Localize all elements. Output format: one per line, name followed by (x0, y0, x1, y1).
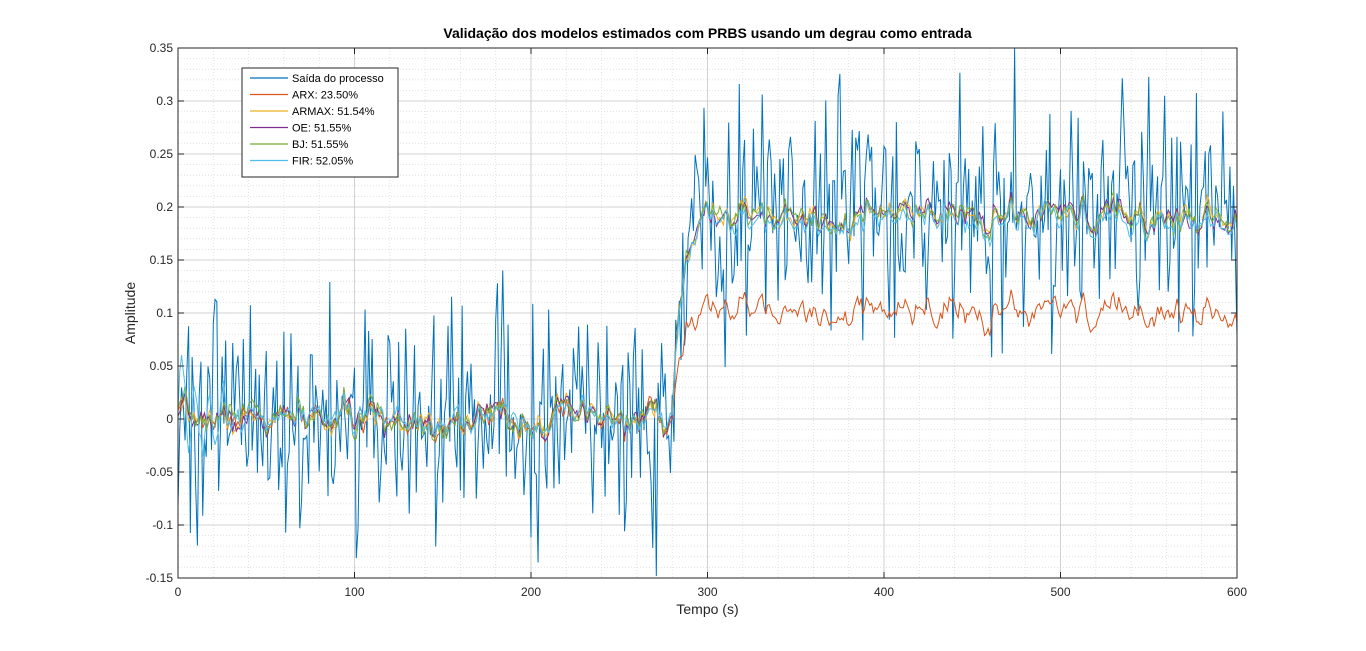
y-tick-label: 0.2 (156, 200, 173, 214)
x-tick-label: 400 (874, 585, 894, 599)
ticks: 0 100 200 300 400 500 600 -0.15 -0.1 -0.05 0 0.05 0.… (146, 41, 1248, 599)
series-layer (177, 47, 1238, 577)
y-tick-label: 0.25 (150, 147, 174, 161)
legend-box (241, 67, 399, 178)
x-tick-label: 0 (175, 585, 182, 599)
y-tick-label: 0.15 (150, 253, 174, 267)
legend: Saída do processo ARX: 23.50% ARMAX: 51.54… (241, 67, 399, 178)
y-tick-label: -0.15 (146, 571, 174, 585)
legend-entry: ARMAX: 51.54% (292, 106, 375, 118)
x-tick-label: 300 (697, 585, 717, 599)
legend-entry: ARX: 23.50% (292, 90, 358, 102)
legend-entry: FIR: 52.05% (292, 156, 353, 168)
legend-entry: OE: 51.55% (292, 123, 352, 135)
series-line (177, 197, 1238, 457)
y-tick-label: -0.1 (152, 518, 173, 532)
legend-entry: Saída do processo (292, 73, 384, 85)
y-tick-label: 0.3 (156, 94, 173, 108)
y-axis-label: Amplitude (122, 282, 138, 344)
x-tick-label: 100 (344, 585, 364, 599)
y-tick-label: 0.1 (156, 306, 173, 320)
x-tick-label: 200 (521, 585, 541, 599)
x-tick-label: 500 (1050, 585, 1070, 599)
y-tick-label: -0.05 (146, 465, 174, 479)
x-tick-label: 600 (1227, 585, 1247, 599)
series-line (177, 47, 1238, 577)
chart-title: Validação dos modelos estimados com PRBS… (443, 25, 971, 41)
y-tick-label: 0 (166, 412, 173, 426)
x-axis-label: Tempo (s) (676, 601, 738, 617)
y-tick-label: 0.35 (150, 41, 174, 55)
legend-entry: BJ: 51.55% (292, 139, 348, 151)
y-tick-label: 0.05 (150, 359, 174, 373)
